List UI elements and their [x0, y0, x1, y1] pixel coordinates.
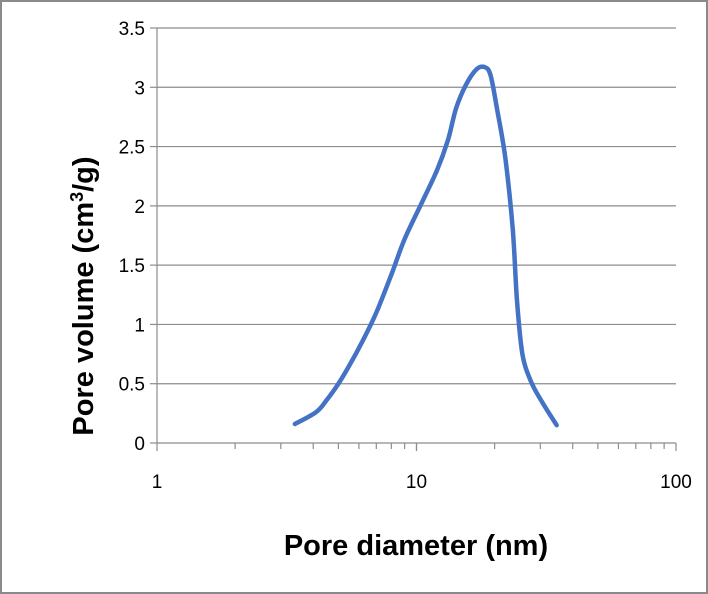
gridlines — [157, 27, 676, 385]
x-tick-label: 10 — [406, 472, 427, 493]
axes — [150, 27, 677, 451]
x-tick-label: 1 — [152, 472, 163, 493]
y-axis-title-unit: /g) — [68, 156, 100, 191]
y-tick-label: 2 — [134, 197, 145, 218]
series-line — [292, 64, 559, 428]
y-axis-title: Pore volume (cm3/g) — [67, 156, 100, 435]
y-tick-labels: 0 0.5 1 1.5 2 2.5 3 3.5 — [119, 19, 145, 455]
x-tick-labels: 1 10 100 — [152, 472, 692, 493]
y-axis-title-main: Pore volume (cm — [68, 202, 100, 436]
y-tick-label: 0 — [134, 434, 145, 455]
y-axis-title-superscript: 3 — [67, 192, 87, 202]
x-tick-label: 100 — [660, 472, 692, 493]
series-group — [292, 64, 559, 428]
y-tick-label: 1.5 — [119, 256, 145, 277]
y-tick-label: 1 — [134, 315, 145, 336]
y-tick-label: 3 — [134, 78, 145, 99]
x-axis-title: Pore diameter (nm) — [284, 530, 548, 562]
y-tick-label: 3.5 — [119, 19, 145, 40]
y-tick-label: 2.5 — [119, 138, 145, 159]
y-tick-label: 0.5 — [119, 375, 145, 396]
